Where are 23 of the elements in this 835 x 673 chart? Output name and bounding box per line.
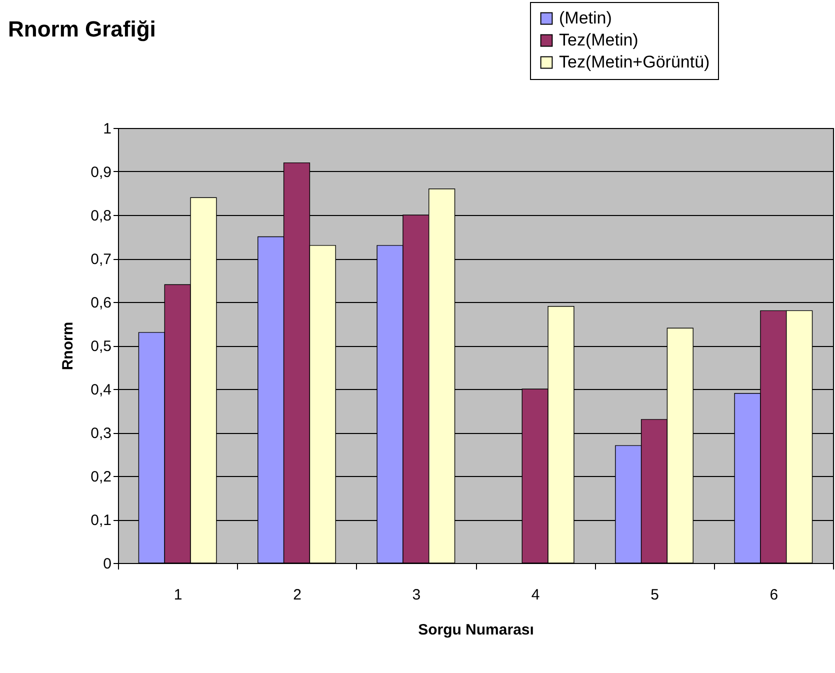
y-tick-label: 0,2 — [90, 468, 112, 486]
y-tick-label: 0,3 — [90, 425, 112, 442]
x-tick-label: 5 — [650, 586, 659, 604]
x-tick-label: 6 — [770, 586, 778, 604]
y-tick-label: 0,5 — [90, 338, 112, 355]
legend-label: Tez(Metin) — [559, 30, 638, 50]
x-tick-label: 2 — [293, 586, 302, 604]
x-tick-label: 3 — [412, 586, 421, 604]
y-tick-label: 0 — [103, 556, 112, 572]
y-tick-label: 0,6 — [90, 294, 112, 312]
y-tick-label: 0,9 — [90, 164, 112, 181]
legend-label: (Metin) — [559, 8, 612, 28]
legend-label: Tez(Metin+Görüntü) — [559, 52, 710, 72]
y-tick-label: 1 — [103, 120, 112, 138]
y-tick-label: 0,8 — [90, 208, 112, 224]
y-tick-label: 0,4 — [90, 382, 112, 398]
x-tick-label: 1 — [174, 586, 182, 604]
x-tick-label: 4 — [531, 586, 540, 604]
chart-title: Rnorm Grafiği — [8, 16, 156, 42]
y-tick-label: 0,7 — [90, 251, 112, 268]
y-tick-label: 0,1 — [90, 512, 112, 529]
y-axis-title: Rnorm — [60, 322, 77, 370]
x-axis-title: Sorgu Numarası — [418, 622, 534, 638]
